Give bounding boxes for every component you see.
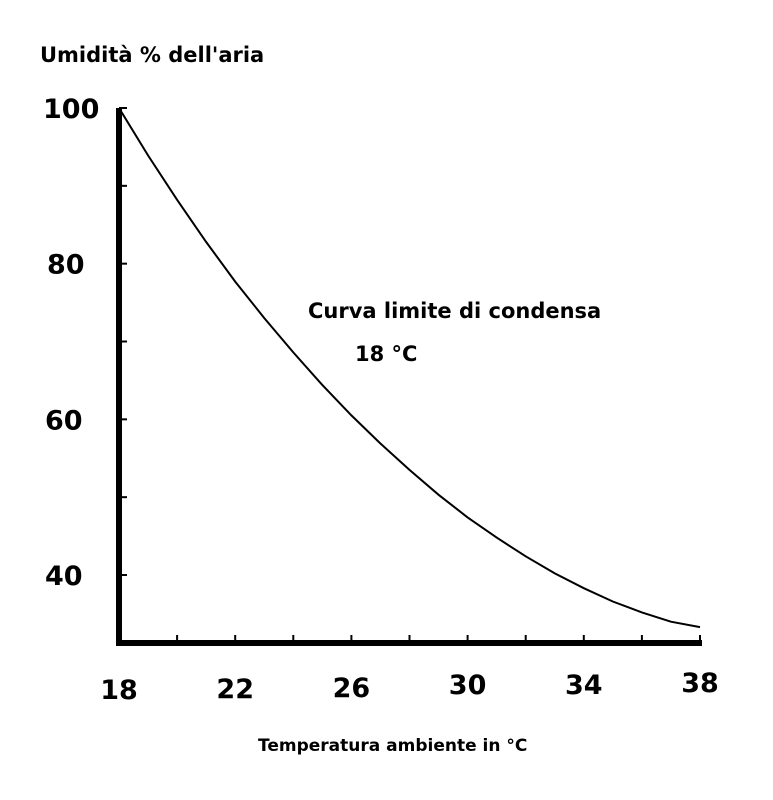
y-tick-label: 80 <box>47 250 85 281</box>
annotation-curve-temp: 18 °C <box>355 342 417 366</box>
x-tick-label: 34 <box>565 670 603 701</box>
x-minor-ticks <box>176 635 701 643</box>
y-minor-ticks <box>119 107 127 576</box>
y-tick-label: 100 <box>43 94 99 125</box>
x-tick-label: 18 <box>100 675 138 706</box>
series-line-condensation-curve <box>118 107 701 629</box>
x-tick-label: 26 <box>333 673 371 704</box>
x-tick-label: 30 <box>449 670 487 701</box>
x-tick-labels: 18 22 26 30 34 38 <box>100 668 719 706</box>
y-tick-labels: 40 60 80 100 <box>43 94 99 592</box>
annotation-curve-label: Curva limite di condensa <box>308 299 601 323</box>
y-tick-label: 60 <box>45 405 83 436</box>
y-tick-label: 40 <box>45 561 83 592</box>
y-axis-title: Umidità % dell'aria <box>40 43 264 67</box>
x-axis-title: Temperatura ambiente in °C <box>258 736 527 756</box>
x-tick-label: 38 <box>681 668 719 699</box>
x-tick-label: 22 <box>216 674 254 705</box>
